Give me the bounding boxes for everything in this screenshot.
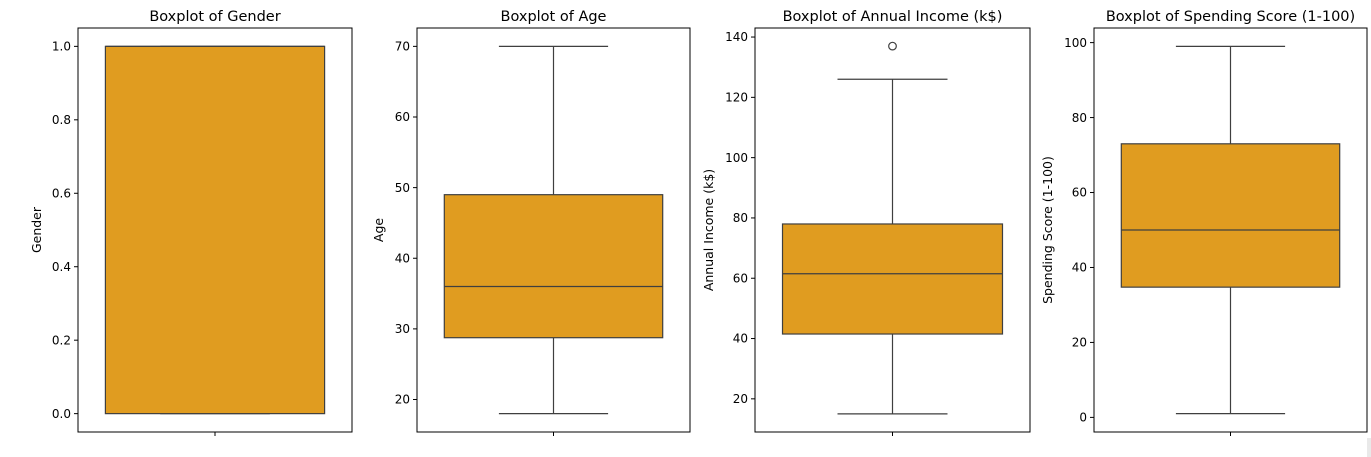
subplot-4: 0 20 40 60 80 100 Boxplot of Spending Score (1… xyxy=(1040,9,1368,436)
y-tick-label: 70 xyxy=(395,40,410,54)
y-tick-label: 100 xyxy=(725,151,748,165)
y-tick-label: 40 xyxy=(733,332,748,346)
y-tick-label: 20 xyxy=(1072,336,1087,350)
y-tick-label: 0.2 xyxy=(52,333,71,347)
y-tick-label: 0.8 xyxy=(52,113,71,127)
y-axis-label: Spending Score (1-100) xyxy=(1040,156,1055,304)
y-axis-label: Annual Income (k$) xyxy=(701,169,716,291)
y-tick-label: 20 xyxy=(733,392,748,406)
y-tick-label: 60 xyxy=(733,271,748,285)
y-tick-label: 140 xyxy=(725,30,748,44)
y-tick-label: 0 xyxy=(1079,411,1087,425)
y-tick-label: 40 xyxy=(395,251,410,265)
subplot-title: Boxplot of Annual Income (k$) xyxy=(783,9,1003,25)
y-tick-label: 1.0 xyxy=(52,40,71,54)
y-tick-label: 60 xyxy=(395,110,410,124)
scrollbar-fragment[interactable] xyxy=(1367,438,1371,457)
y-axis-label: Age xyxy=(371,218,386,242)
y-tick-label: 40 xyxy=(1072,261,1087,275)
y-tick-label: 50 xyxy=(395,181,410,195)
y-tick-label: 100 xyxy=(1064,36,1087,50)
iqr-box xyxy=(443,194,664,339)
iqr-box xyxy=(104,45,326,415)
outlier-point xyxy=(888,41,897,51)
y-tick-label: 20 xyxy=(395,393,410,407)
y-tick-label: 80 xyxy=(733,211,748,225)
subplot-1: 0.0 0.2 0.4 0.6 0.8 1.0 Boxplot of Gender Gende… xyxy=(29,9,353,436)
subplot-title: Boxplot of Gender xyxy=(149,9,280,25)
y-axis-label: Gender xyxy=(29,206,44,253)
iqr-box xyxy=(1120,143,1341,288)
y-tick-label: 0.0 xyxy=(52,407,71,421)
y-tick-label: 30 xyxy=(395,322,410,336)
subplot-title: Boxplot of Age xyxy=(501,9,607,25)
y-tick-label: 0.4 xyxy=(52,260,71,274)
subplot-2: 20 30 40 50 60 70 Boxplot of Age Age xyxy=(371,9,691,436)
subplot-3: 20 40 60 80 100 120 140 Boxplot of Annual Incom… xyxy=(701,9,1031,436)
y-tick-label: 80 xyxy=(1072,111,1087,125)
y-tick-label: 120 xyxy=(725,91,748,105)
y-tick-label: 0.6 xyxy=(52,186,71,200)
y-tick-label: 60 xyxy=(1072,186,1087,200)
subplot-title: Boxplot of Spending Score (1-100) xyxy=(1106,9,1355,25)
iqr-box xyxy=(781,223,1004,335)
